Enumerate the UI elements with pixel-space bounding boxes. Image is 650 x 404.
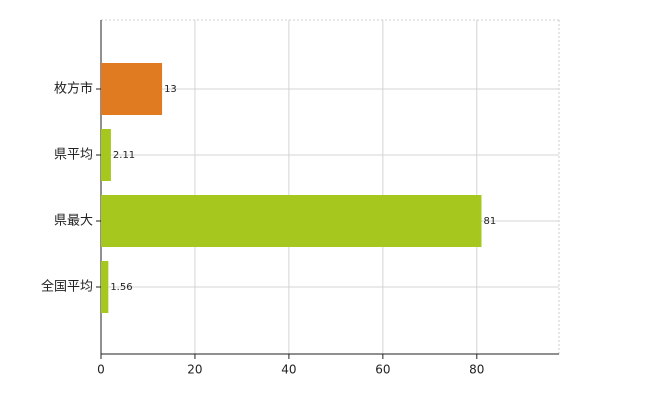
value-label: 13: [164, 84, 177, 95]
y-tick-label: 枚方市: [54, 81, 93, 97]
y-tick-label: 県最大: [54, 214, 93, 229]
value-label: 81: [483, 216, 496, 227]
x-tick-label: 40: [281, 363, 296, 377]
bar: [101, 195, 482, 247]
value-label: 1.56: [110, 282, 132, 293]
bar: [101, 63, 163, 115]
value-label: 2.11: [113, 150, 135, 161]
bar: [101, 261, 109, 313]
bar: [101, 129, 111, 181]
x-tick-label: 0: [97, 363, 105, 377]
x-tick-label: 20: [187, 363, 202, 377]
x-tick-label: 80: [469, 363, 484, 377]
y-tick-label: 県平均: [54, 148, 93, 163]
y-tick-label: 全国平均: [41, 279, 93, 295]
x-tick-label: 60: [375, 363, 390, 377]
